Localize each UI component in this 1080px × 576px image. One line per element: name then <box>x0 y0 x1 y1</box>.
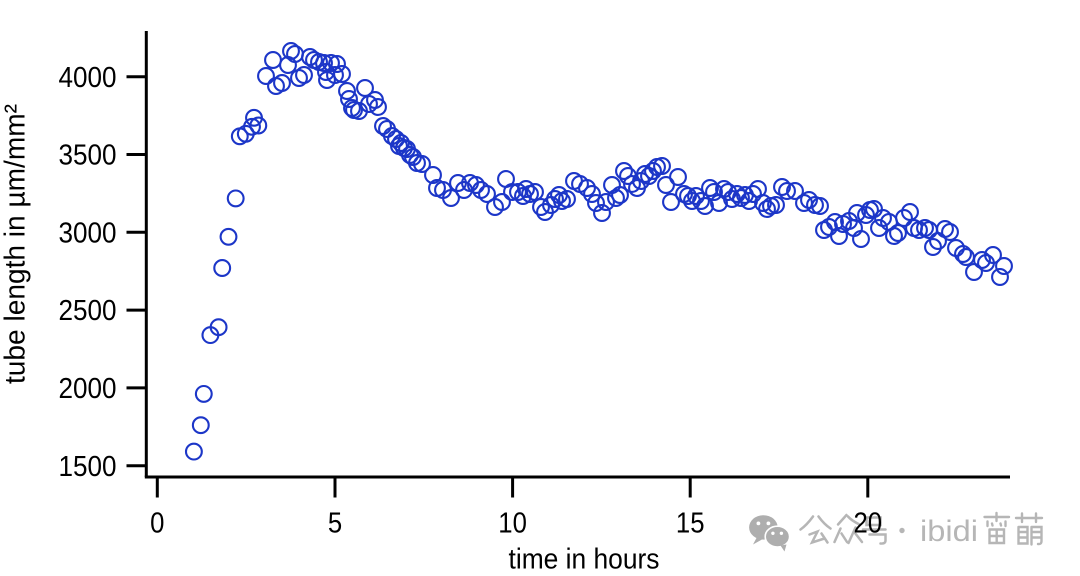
svg-text:3000: 3000 <box>59 217 117 249</box>
svg-text:2500: 2500 <box>59 295 117 327</box>
svg-text:15: 15 <box>676 508 705 540</box>
svg-text:5: 5 <box>328 508 342 540</box>
svg-text:10: 10 <box>498 508 527 540</box>
svg-text:3500: 3500 <box>59 140 117 172</box>
svg-text:1500: 1500 <box>59 451 117 483</box>
svg-text:tube length in µm/mm²: tube length in µm/mm² <box>0 104 32 384</box>
svg-text:ibidi: ibidi <box>920 515 978 548</box>
svg-text:time in hours: time in hours <box>509 544 660 576</box>
svg-text:0: 0 <box>150 508 164 540</box>
svg-text:20: 20 <box>854 508 883 540</box>
svg-text:4000: 4000 <box>59 62 117 94</box>
svg-text:2000: 2000 <box>59 373 117 405</box>
